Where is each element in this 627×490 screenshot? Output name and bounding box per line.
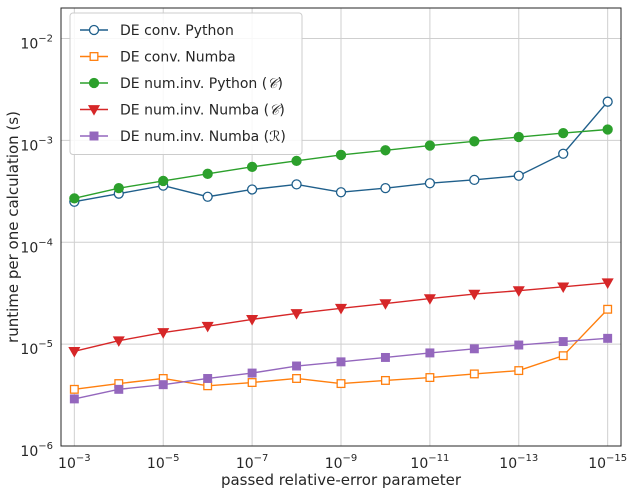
data-point — [603, 304, 613, 314]
legend-entry: DE num.inv. Python (𝒞) — [80, 76, 283, 92]
data-point — [601, 278, 614, 289]
data-point — [380, 182, 391, 194]
data-point — [558, 337, 568, 347]
data-point — [335, 149, 347, 161]
data-point — [602, 96, 613, 107]
x-tick-label: 10−3 — [58, 453, 91, 472]
data-point — [603, 333, 613, 343]
legend-label: DE num.inv. Python (𝒞) — [120, 76, 283, 92]
data-point — [292, 361, 302, 371]
data-point — [336, 357, 346, 367]
data-point — [513, 170, 524, 181]
legend-marker — [88, 77, 100, 89]
legend-label: DE conv. Python — [120, 23, 234, 39]
x-tick-label: 10−11 — [410, 453, 449, 472]
data-point — [247, 368, 257, 378]
data-point — [158, 175, 169, 187]
data-point — [380, 352, 390, 362]
data-point — [202, 168, 213, 179]
legend-entry: DE num.inv. Numba (𝒞) — [80, 103, 285, 119]
data-point — [513, 131, 524, 143]
series-5 — [69, 333, 613, 404]
data-point — [335, 187, 347, 198]
y-tick-label: 10−3 — [20, 135, 53, 154]
data-point — [157, 328, 170, 339]
data-point — [424, 140, 436, 151]
tick-labels: 10−3 10−5 10−7 10−9 10−11 10−13 10−15 10−6 10−5 1… — [20, 34, 627, 472]
data-point — [425, 348, 435, 358]
data-point — [113, 182, 124, 194]
legend-label: DE num.inv. Numba (𝒞) — [120, 103, 285, 119]
data-point — [203, 381, 213, 391]
y-tick-label: 10−6 — [20, 441, 53, 460]
series-layer — [68, 96, 614, 404]
data-point — [558, 127, 569, 139]
data-point — [557, 282, 570, 294]
x-tick-label: 10−7 — [236, 453, 269, 472]
data-point — [114, 384, 124, 394]
data-point — [602, 124, 613, 135]
data-point — [336, 379, 346, 389]
data-point — [469, 344, 479, 354]
data-point — [203, 374, 213, 383]
data-point — [469, 174, 480, 186]
data-point — [247, 378, 257, 387]
x-tick-label: 10−15 — [588, 453, 627, 472]
data-point — [291, 155, 302, 167]
y-tick-label: 10−2 — [20, 34, 53, 53]
data-point — [202, 191, 213, 202]
x-axis-label: passed relative-error parameter — [221, 471, 462, 489]
x-tick-label: 10−5 — [147, 453, 180, 472]
data-point — [292, 374, 302, 383]
legend-marker — [88, 24, 100, 36]
data-point — [334, 303, 348, 315]
data-point — [558, 148, 569, 159]
legend-entry: DE conv. Python — [80, 23, 234, 39]
data-point — [424, 178, 436, 189]
data-point — [380, 145, 391, 156]
data-point — [380, 375, 390, 385]
data-point — [468, 289, 481, 301]
legend-marker — [87, 105, 101, 116]
x-tick-label: 10−13 — [499, 453, 538, 472]
data-point — [201, 321, 214, 333]
plot-frame — [60, 7, 622, 447]
y-axis-label: runtime per one calculation (s) — [4, 111, 22, 343]
data-point — [68, 346, 81, 358]
data-point — [469, 136, 480, 147]
legend-entry: DE conv. Numba — [80, 50, 236, 66]
data-point — [69, 384, 79, 394]
legend-label: DE num.inv. Numba (ℛ) — [120, 129, 286, 145]
data-point — [112, 336, 125, 347]
data-point — [379, 299, 392, 310]
data-point — [158, 380, 168, 390]
data-point — [469, 369, 479, 379]
data-point — [423, 294, 436, 305]
y-tick-label: 10−4 — [20, 237, 53, 256]
data-point — [514, 366, 524, 376]
data-point — [246, 184, 258, 195]
data-point — [69, 193, 80, 204]
legend-box — [69, 12, 303, 155]
x-tick-label: 10−9 — [325, 453, 358, 472]
data-point — [290, 309, 303, 320]
legend-marker — [89, 52, 99, 61]
legend: DE conv. Python DE conv. Numba DE num.inv.… — [69, 12, 303, 155]
series-4 — [68, 278, 614, 358]
data-point — [69, 394, 79, 404]
data-point — [514, 340, 524, 350]
legend-marker — [89, 131, 99, 141]
legend-label: DE conv. Numba — [120, 50, 236, 66]
data-point — [246, 315, 259, 326]
legend-entry: DE num.inv. Numba (ℛ) — [80, 129, 286, 145]
data-point — [512, 286, 525, 297]
data-point — [425, 373, 435, 383]
data-point — [291, 179, 302, 190]
data-point — [558, 351, 568, 361]
data-point — [246, 161, 258, 173]
series-2 — [69, 304, 613, 394]
series-3 — [69, 124, 613, 204]
y-tick-label: 10−5 — [20, 339, 53, 358]
